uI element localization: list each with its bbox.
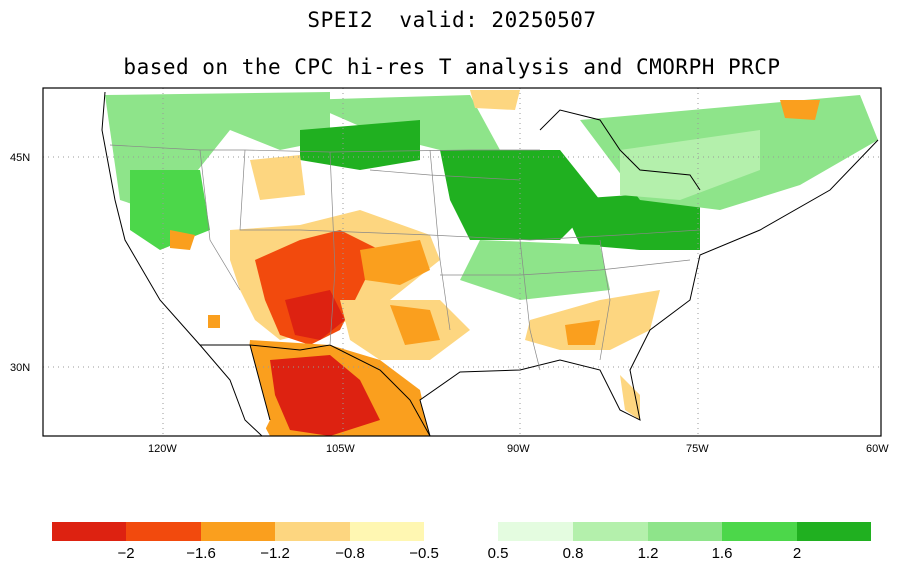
lon-label-60w: 60W	[866, 443, 889, 455]
colorbar-label: −2	[117, 545, 135, 562]
lon-label-90w: 90W	[507, 443, 530, 455]
colorbar-label: −1.6	[186, 545, 216, 562]
colorbar-label: 1.6	[711, 545, 733, 562]
colorbar-swatch	[648, 522, 722, 541]
colorbar-swatch	[275, 522, 350, 541]
lat-label-45n: 45N	[10, 152, 30, 164]
colorbar-label: 1.2	[637, 545, 659, 562]
lon-label-75w: 75W	[686, 443, 709, 455]
boundaries	[101, 91, 879, 436]
colorbar-swatch	[797, 522, 871, 541]
colorbar-label: −1.2	[260, 545, 290, 562]
colorbar-swatch	[126, 522, 201, 541]
lon-label-120w: 120W	[148, 443, 177, 455]
colorbar-swatch	[201, 522, 275, 541]
colorbar-label: −0.5	[409, 545, 439, 562]
colorbar-swatch	[722, 522, 797, 541]
map-frame	[42, 87, 882, 437]
colorbar-label: 0.5	[487, 545, 509, 562]
colorbar-label: −0.8	[335, 545, 365, 562]
title-line-2: based on the CPC hi-res T analysis and C…	[123, 55, 781, 79]
lat-label-30n: 30N	[10, 362, 30, 374]
title-line-1: SPEI2 valid: 20250507	[307, 8, 597, 32]
colorbar-swatch	[424, 522, 498, 541]
colorbar-swatch	[350, 522, 424, 541]
state-borders	[109, 144, 701, 371]
lon-label-105w: 105W	[326, 443, 355, 455]
colorbar-label: 0.8	[562, 545, 584, 562]
colorbar-swatch	[573, 522, 648, 541]
colorbar-swatch	[498, 522, 573, 541]
graticule	[43, 88, 881, 436]
colorbar-swatch	[52, 522, 126, 541]
colorbar-label: 2	[792, 545, 802, 562]
ocean-areas	[43, 88, 881, 436]
